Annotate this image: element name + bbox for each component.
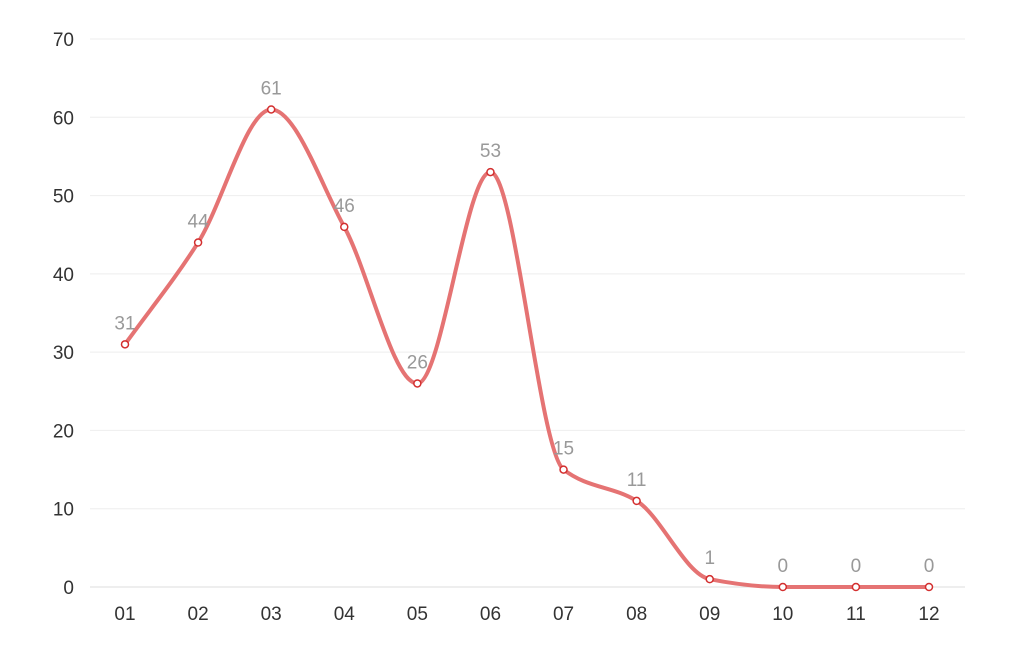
x-tick-label: 09: [699, 604, 720, 625]
data-point[interactable]: [924, 582, 934, 592]
data-label: 11: [627, 470, 647, 491]
grid-layer: [90, 38, 965, 510]
x-tick-label: 12: [918, 604, 939, 625]
y-tick-label: 10: [53, 500, 74, 521]
data-label: 0: [924, 556, 935, 577]
data-label: 53: [480, 141, 501, 162]
y-tick-label: 60: [53, 108, 74, 129]
data-point[interactable]: [705, 574, 714, 584]
data-point[interactable]: [193, 238, 203, 247]
data-label: 26: [407, 352, 428, 373]
data-label: 0: [851, 556, 862, 577]
x-tick-label: 10: [772, 604, 793, 625]
data-label: 46: [334, 196, 355, 217]
y-tick-label: 70: [53, 30, 74, 51]
data-point[interactable]: [778, 582, 788, 592]
x-tick-label: 02: [188, 604, 209, 625]
x-tick-label: 01: [114, 604, 135, 625]
data-point[interactable]: [486, 167, 495, 177]
data-point[interactable]: [340, 222, 349, 232]
x-tick-label: 06: [480, 604, 501, 625]
series-line: [123, 107, 931, 590]
data-label: 44: [188, 212, 210, 233]
data-label: 0: [778, 556, 789, 577]
y-tick-label: 30: [53, 343, 74, 364]
x-tick-label: 11: [846, 604, 866, 625]
data-label: 1: [704, 548, 715, 569]
data-point[interactable]: [632, 496, 641, 506]
x-tick-label: 04: [334, 604, 356, 625]
data-point[interactable]: [120, 340, 130, 349]
y-tick-label: 20: [53, 421, 74, 442]
y-tick-label: 0: [63, 578, 74, 599]
y-tick-label: 50: [53, 187, 74, 208]
x-tick-label: 05: [407, 604, 428, 625]
data-label: 61: [261, 78, 282, 99]
x-tick-label: 07: [553, 604, 574, 625]
x-tick-label: 03: [261, 604, 282, 625]
data-point[interactable]: [413, 379, 422, 388]
data-label: 15: [553, 439, 574, 460]
data-label: 31: [114, 313, 135, 334]
points-layer: [120, 105, 934, 592]
y-tick-label: 40: [53, 265, 74, 286]
series-layer: [123, 107, 931, 590]
data-point[interactable]: [851, 582, 861, 592]
data-point[interactable]: [559, 465, 568, 474]
x-tick-label: 08: [626, 604, 647, 625]
data-point[interactable]: [266, 105, 276, 114]
